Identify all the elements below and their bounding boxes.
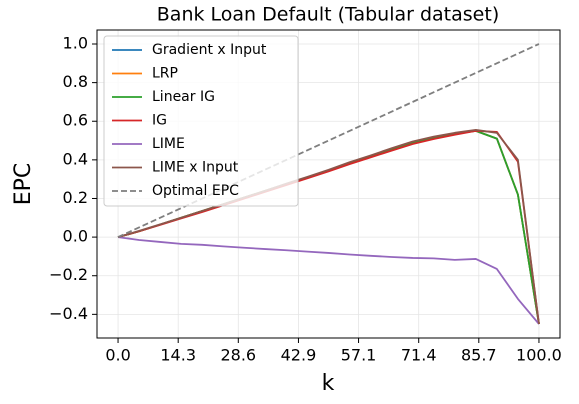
series-line bbox=[117, 236, 540, 325]
legend-label: Gradient x Input bbox=[152, 42, 267, 58]
x-tick-label: 71.4 bbox=[401, 346, 437, 365]
x-tick-label: 57.1 bbox=[341, 346, 377, 365]
y-tick-label: −0.2 bbox=[49, 265, 88, 284]
x-tick-label: 42.9 bbox=[281, 346, 317, 365]
x-axis-label: k bbox=[322, 371, 335, 396]
y-tick-label: 0.0 bbox=[63, 227, 88, 246]
legend-box bbox=[103, 35, 299, 207]
y-tick-label: 1.0 bbox=[63, 34, 88, 53]
y-tick-label: 0.4 bbox=[63, 149, 88, 168]
x-tick-label: 0.0 bbox=[105, 346, 130, 365]
legend-label: Optimal EPC bbox=[152, 183, 239, 199]
y-tick-label: 0.8 bbox=[63, 72, 88, 91]
legend-label: Linear IG bbox=[152, 89, 215, 105]
x-tick-label: 28.6 bbox=[220, 346, 256, 365]
chart-title: Bank Loan Default (Tabular dataset) bbox=[157, 4, 499, 26]
y-tick-label: 0.6 bbox=[63, 111, 88, 130]
legend-label: LRP bbox=[152, 66, 178, 82]
x-tick-label: 85.7 bbox=[461, 346, 497, 365]
y-axis-label: EPC bbox=[11, 163, 36, 206]
plot-frame bbox=[96, 29, 561, 339]
series-line bbox=[117, 129, 540, 325]
y-tick-label: −0.4 bbox=[49, 304, 88, 323]
y-tick-label: 0.2 bbox=[63, 188, 88, 207]
x-tick-label: 14.3 bbox=[160, 346, 196, 365]
x-tick-label: 100.0 bbox=[516, 346, 562, 365]
legend-label: LIME bbox=[152, 136, 185, 152]
legend-label: LIME x Input bbox=[152, 160, 239, 176]
legend-label: IG bbox=[152, 113, 167, 129]
